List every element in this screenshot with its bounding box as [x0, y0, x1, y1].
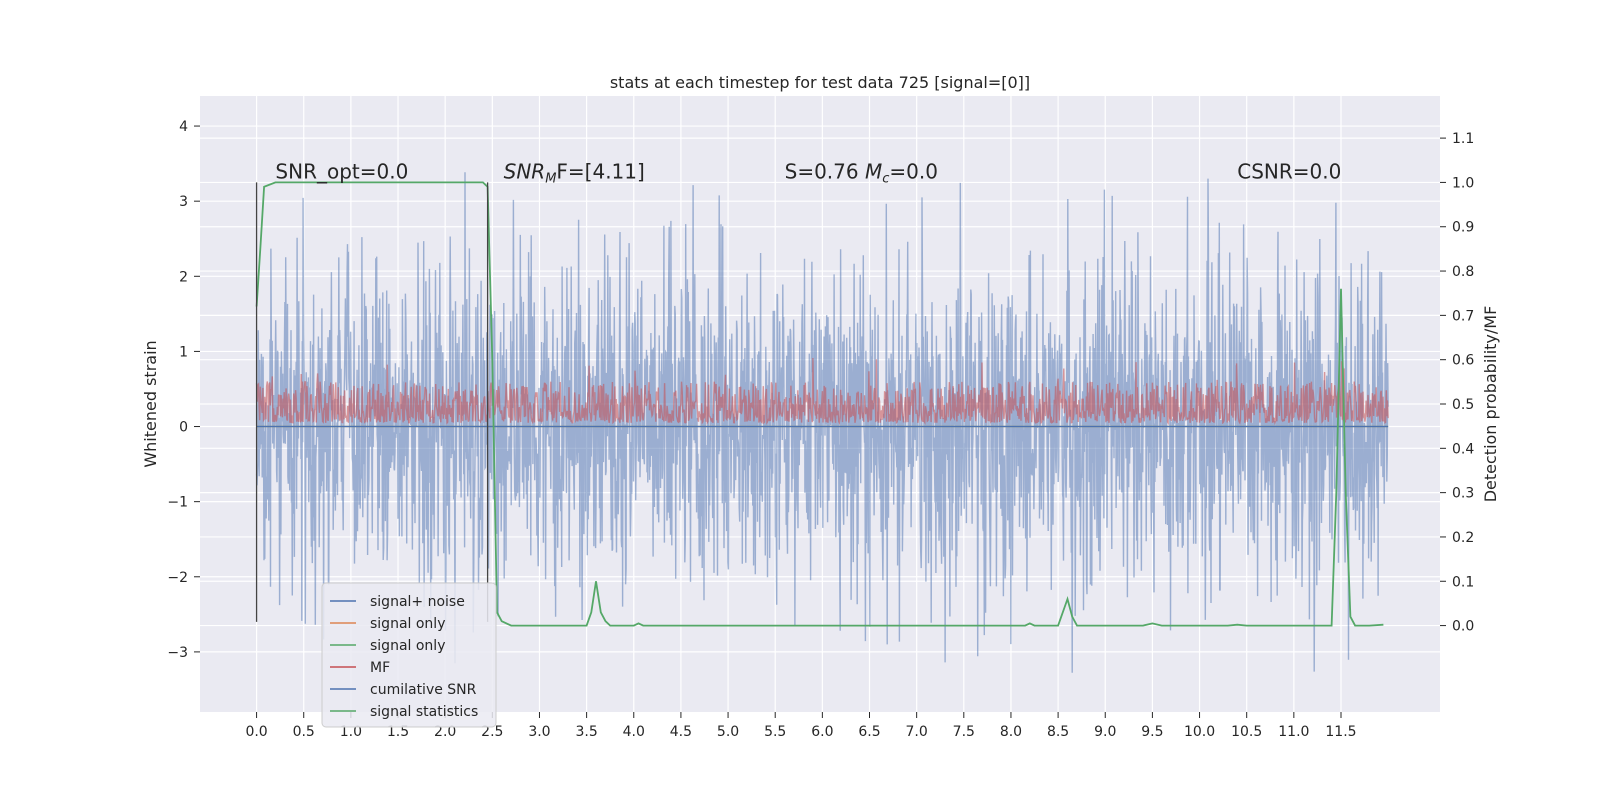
- legend-entry: cumilative SNR: [370, 682, 477, 698]
- x-tick-label: 1.0: [340, 724, 362, 740]
- y-right-tick-label: 0.2: [1452, 530, 1474, 546]
- x-tick-label: 10.0: [1184, 724, 1215, 740]
- legend-entry: signal only: [370, 616, 445, 632]
- y-axis-label: Whitened strain: [141, 340, 160, 467]
- legend-entry: MF: [370, 660, 390, 676]
- x-tick-label: 4.5: [670, 724, 692, 740]
- annotation-1: SNRMF=[4.11]: [504, 160, 645, 187]
- y-tick-label: 1: [179, 344, 188, 360]
- x-tick-label: 9.0: [1094, 724, 1116, 740]
- x-tick-label: 0.5: [293, 724, 315, 740]
- y-right-tick-label: 0.1: [1452, 574, 1474, 590]
- x-tick-label: 3.5: [575, 724, 597, 740]
- x-tick-label: 5.0: [717, 724, 739, 740]
- y-right-tick-label: 1.1: [1452, 131, 1474, 147]
- x-tick-label: 11.5: [1325, 724, 1356, 740]
- x-tick-label: 6.5: [858, 724, 880, 740]
- legend-box: [321, 582, 497, 728]
- y-right-tick-label: 0.3: [1452, 486, 1474, 502]
- annotation-0: SNR_opt=0.0: [275, 160, 408, 184]
- y-right-tick-label: 0.6: [1452, 353, 1474, 369]
- y-tick-label: 2: [179, 269, 188, 285]
- x-tick-label: 7.0: [906, 724, 928, 740]
- legend: signal+ noise signal only signal only MF cum…: [321, 582, 497, 728]
- y-tick-label: 3: [179, 194, 188, 210]
- axes: 0.0 0.5 1.0 1.5 2.0 2.5 3.0 3.5 4.0 4.5 5.0 5.5 6.0 6…: [167, 119, 1474, 740]
- x-tick-label: 5.5: [764, 724, 786, 740]
- series-signal-noise-line: [255, 172, 1389, 673]
- x-tick-label: 7.5: [953, 724, 975, 740]
- x-tick-label: 4.0: [623, 724, 645, 740]
- chart-title: stats at each timestep for test data 725…: [610, 73, 1030, 92]
- y-tick-label: 4: [179, 119, 188, 135]
- x-tick-label: 11.0: [1278, 724, 1309, 740]
- legend-entry: signal only: [370, 638, 445, 654]
- y-tick-label: 0: [179, 420, 188, 436]
- y-right-tick-label: 0.9: [1452, 220, 1474, 236]
- y-right-tick-label: 0.0: [1452, 619, 1474, 635]
- y-right-tick-label: 0.5: [1452, 397, 1474, 413]
- plot-marks: [255, 172, 1389, 673]
- x-tick-label: 6.0: [811, 724, 833, 740]
- x-tick-label: 10.5: [1231, 724, 1262, 740]
- annotation-3: CSNR=0.0: [1237, 160, 1341, 184]
- series-signal-statistics-line: [255, 181, 1384, 627]
- y-right-tick-label: 0.7: [1452, 308, 1474, 324]
- x-tick-label: 8.5: [1047, 724, 1069, 740]
- x-tick-label: 8.0: [1000, 724, 1022, 740]
- y-right-tick-label: 1.0: [1452, 175, 1474, 191]
- legend-entry: signal statistics: [370, 704, 478, 720]
- y-right-tick-label: 0.8: [1452, 264, 1474, 280]
- x-tick-label: 1.5: [387, 724, 409, 740]
- y-tick-label: −3: [167, 645, 188, 661]
- y-right-tick-label: 0.4: [1452, 441, 1474, 457]
- x-tick-label: 0.0: [245, 724, 267, 740]
- y-tick-label: −1: [167, 495, 188, 511]
- x-tick-label: 2.5: [481, 724, 503, 740]
- annotations: SNR_opt=0.0 SNRMF=[4.11] S=0.76 Mc=0.0 CSNR…: [275, 160, 1341, 187]
- x-tick-label: 3.0: [528, 724, 550, 740]
- y-tick-label: −2: [167, 570, 188, 586]
- annotation-2: S=0.76 Mc=0.0: [785, 160, 938, 187]
- y-axis-right-label: Detection probability/MF: [1481, 306, 1500, 503]
- x-tick-label: 2.0: [434, 724, 456, 740]
- legend-entry: signal+ noise: [370, 594, 465, 610]
- x-tick-label: 9.5: [1141, 724, 1163, 740]
- series-mf-line: [255, 357, 1389, 426]
